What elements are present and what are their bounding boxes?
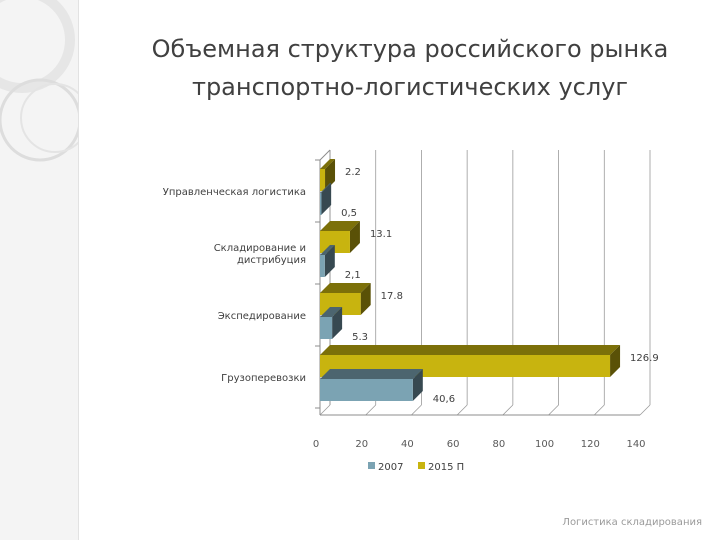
bar-top-2007 xyxy=(320,307,343,317)
slide-title: Объемная структура российского рынка тра… xyxy=(110,30,710,106)
axis-corner xyxy=(319,149,331,161)
bar-top-2007 xyxy=(320,369,423,379)
bar-top-2007 xyxy=(320,245,335,255)
bar-top-2007 xyxy=(320,183,332,193)
x-tick-label: 80 xyxy=(492,439,505,450)
legend-swatch xyxy=(368,462,375,469)
legend-swatch xyxy=(418,462,425,469)
title-line-1: Объемная структура российского рынка xyxy=(151,35,669,63)
bar-side-2015-П xyxy=(610,345,621,377)
x-tick-label: 60 xyxy=(447,439,460,450)
bar-side-2007 xyxy=(412,369,423,401)
x-tick-label: 0 xyxy=(313,439,319,450)
category-label: Грузоперевозки xyxy=(221,373,306,384)
bar-side-2007 xyxy=(332,307,343,339)
data-label: 40,6 xyxy=(433,394,455,405)
footer-text: Логистика складирования xyxy=(562,517,702,528)
floor-gridline xyxy=(639,404,651,416)
data-label: 0,5 xyxy=(341,208,357,219)
bar-2007 xyxy=(320,317,333,339)
bar-2007 xyxy=(320,379,413,401)
data-label: 2,1 xyxy=(345,270,361,281)
category-label: Экспедирование xyxy=(218,311,306,322)
data-label: 17.8 xyxy=(381,291,403,302)
title-line-2: транспортно-логистических услуг xyxy=(191,73,629,101)
bar-top-2015-П xyxy=(320,345,621,355)
data-label: 5.3 xyxy=(352,332,368,343)
floor-gridline xyxy=(411,404,422,416)
x-tick-label: 40 xyxy=(401,439,414,450)
floor-gridline xyxy=(456,404,468,416)
bar-side-2015-П xyxy=(349,221,360,253)
bar-2015-П xyxy=(320,169,326,191)
bar-side-2015-П xyxy=(325,159,336,191)
bar-2015-П xyxy=(320,231,350,253)
data-label: 13.1 xyxy=(370,229,392,240)
x-tick-label: 120 xyxy=(581,439,600,450)
bar-side-2007 xyxy=(324,245,335,277)
data-label: 126.9 xyxy=(630,353,659,364)
floor-gridline xyxy=(502,404,514,416)
bar-side-2007 xyxy=(321,183,332,215)
bar-top-2015-П xyxy=(320,283,371,293)
floor-gridline xyxy=(319,404,331,416)
decorative-side-strip xyxy=(0,0,79,540)
floor-gridline xyxy=(548,404,559,416)
data-label: 2.2 xyxy=(345,167,361,178)
bar-top-2015-П xyxy=(320,159,336,169)
bar-top-2015-П xyxy=(320,221,360,231)
legend-label: 2015 П xyxy=(428,462,464,473)
x-tick-label: 20 xyxy=(355,439,368,450)
category-label: Управленческая логистика xyxy=(163,187,306,198)
floor-gridline xyxy=(365,404,376,416)
category-label: Складирование и дистрибуция xyxy=(214,243,306,266)
bar-side-2015-П xyxy=(360,283,371,315)
bar-2007 xyxy=(320,193,322,215)
floor-gridline xyxy=(594,404,605,416)
legend-label: 2007 xyxy=(378,462,403,473)
x-tick-label: 100 xyxy=(535,439,554,450)
bar-2007 xyxy=(320,255,325,277)
x-tick-label: 140 xyxy=(626,439,645,450)
